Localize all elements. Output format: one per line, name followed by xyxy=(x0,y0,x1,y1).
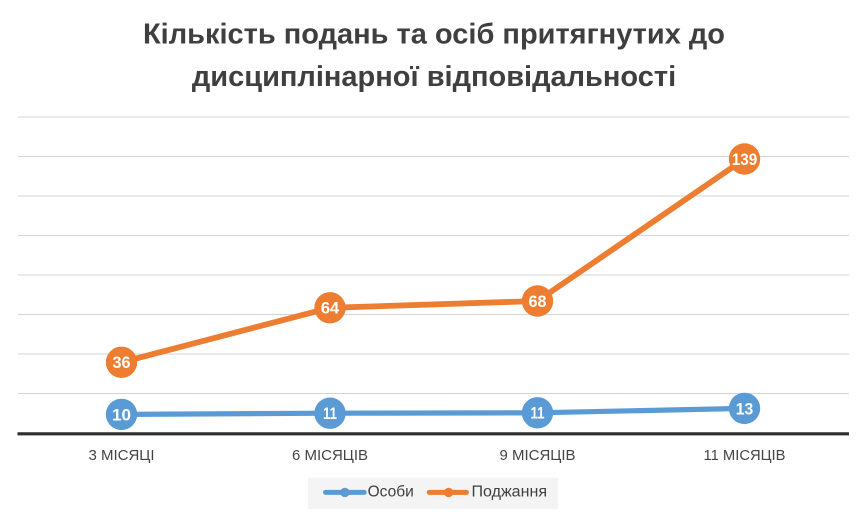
svg-text:64: 64 xyxy=(321,300,339,318)
svg-text:68: 68 xyxy=(529,293,547,311)
svg-text:дисциплінарної відповідальност: дисциплінарної відповідальності xyxy=(192,61,676,93)
svg-text:139: 139 xyxy=(732,151,758,169)
svg-text:10: 10 xyxy=(112,406,131,424)
svg-text:11 МІСЯЦІВ: 11 МІСЯЦІВ xyxy=(704,447,786,464)
svg-text:Кількість подань та осіб притя: Кількість подань та осіб притягнутих до xyxy=(143,19,725,51)
svg-text:Особи: Особи xyxy=(368,483,414,500)
svg-text:Поджання: Поджання xyxy=(472,483,548,500)
svg-text:9 МІСЯЦІВ: 9 МІСЯЦІВ xyxy=(499,447,575,464)
svg-text:6 МІСЯЦІВ: 6 МІСЯЦІВ xyxy=(292,447,368,464)
svg-text:11: 11 xyxy=(531,405,545,423)
svg-text:36: 36 xyxy=(113,354,131,372)
svg-text:3 МІСЯЦІ: 3 МІСЯЦІ xyxy=(88,447,154,464)
svg-text:13: 13 xyxy=(736,400,754,418)
svg-text:11: 11 xyxy=(323,405,337,423)
